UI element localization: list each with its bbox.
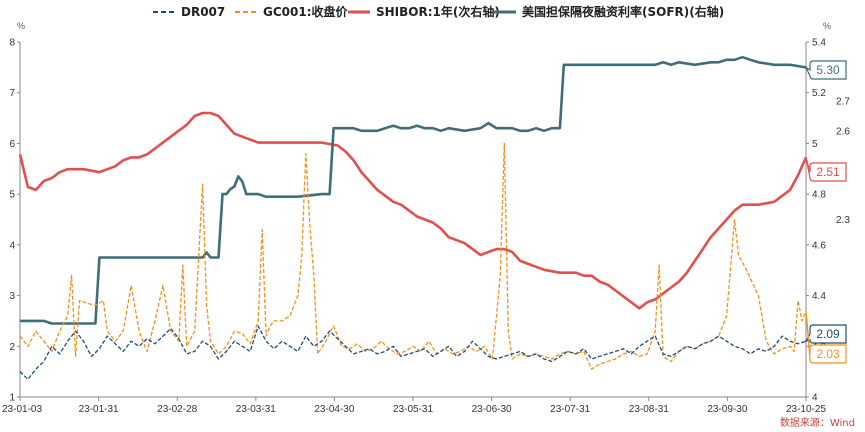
right-tick-label: 4.4: [812, 291, 826, 302]
second-right-tick-label: 2.7: [836, 97, 850, 108]
right-tick-label: 4.6: [812, 240, 826, 251]
x-tick-label: 23-01-31: [79, 404, 119, 415]
x-tick-label: 23-04-30: [314, 404, 354, 415]
right-tick-label: 4.8: [812, 190, 826, 201]
x-tick-label: 23-02-28: [157, 404, 197, 415]
left-tick-label: 5: [9, 190, 15, 201]
end-label-box: [804, 324, 847, 344]
end-label-text: 2.09: [816, 327, 840, 341]
series-line-0: [19, 325, 807, 380]
end-label-box: [805, 310, 847, 364]
legend: DR007 GC001:收盘价 SHIBOR:1年(次右轴) 美国担保隔夜融资利率(S…: [153, 4, 724, 19]
left-tick-label: 3: [9, 291, 15, 302]
left-tick-label: 1: [9, 393, 15, 404]
left-tick-label: 2: [9, 342, 15, 353]
x-tick-label: 23-08-31: [629, 404, 669, 415]
right-tick-label: 4: [812, 393, 818, 404]
right-tick-label: 5.2: [812, 88, 826, 99]
x-tick-label: 23-06-30: [472, 404, 512, 415]
x-tick-label: 23-10-25: [786, 404, 826, 415]
end-label-text: 5.30: [816, 63, 840, 77]
left-axis-unit: %: [17, 21, 25, 31]
end-labels: 5.30 2.51 2.09 2.03: [804, 60, 847, 364]
legend-label: SHIBOR:1年(次右轴): [376, 4, 500, 19]
source-note: 数据来源：Wind: [780, 416, 855, 429]
legend-label: 美国担保隔夜融资利率(SOFR)(右轴): [522, 4, 724, 19]
series-line-2: [18, 111, 808, 310]
second-right-tick-label: 2.3: [836, 215, 850, 226]
legend-label: DR007: [181, 5, 225, 19]
left-tick-label: 4: [9, 240, 15, 251]
x-tick-label: 23-07-31: [550, 404, 590, 415]
left-tick-label: 7: [9, 88, 15, 99]
legend-label: GC001:收盘价: [263, 4, 349, 19]
end-label-box: [805, 157, 847, 182]
series-group: [18, 55, 808, 380]
end-label-text: 2.51: [816, 165, 840, 179]
right-axis-unit: %: [823, 21, 831, 31]
axes: 1234567844.24.44.64.855.25.42.32.62.723-…: [2, 38, 850, 416]
right-tick-label: 5.4: [812, 38, 826, 49]
x-tick-label: 23-05-31: [393, 404, 433, 415]
end-label-text: 2.03: [816, 347, 840, 361]
x-tick-label: 23-03-31: [236, 404, 276, 415]
series-line-3: [20, 55, 807, 325]
left-tick-label: 8: [9, 38, 15, 49]
x-tick-label: 23-09-30: [707, 404, 747, 415]
left-tick-label: 6: [9, 139, 15, 150]
series-line-1: [19, 142, 807, 370]
x-tick-label: 23-01-03: [2, 404, 42, 415]
second-right-tick-label: 2.6: [836, 126, 850, 137]
right-tick-label: 5: [812, 139, 818, 150]
end-label-box: [804, 60, 847, 80]
